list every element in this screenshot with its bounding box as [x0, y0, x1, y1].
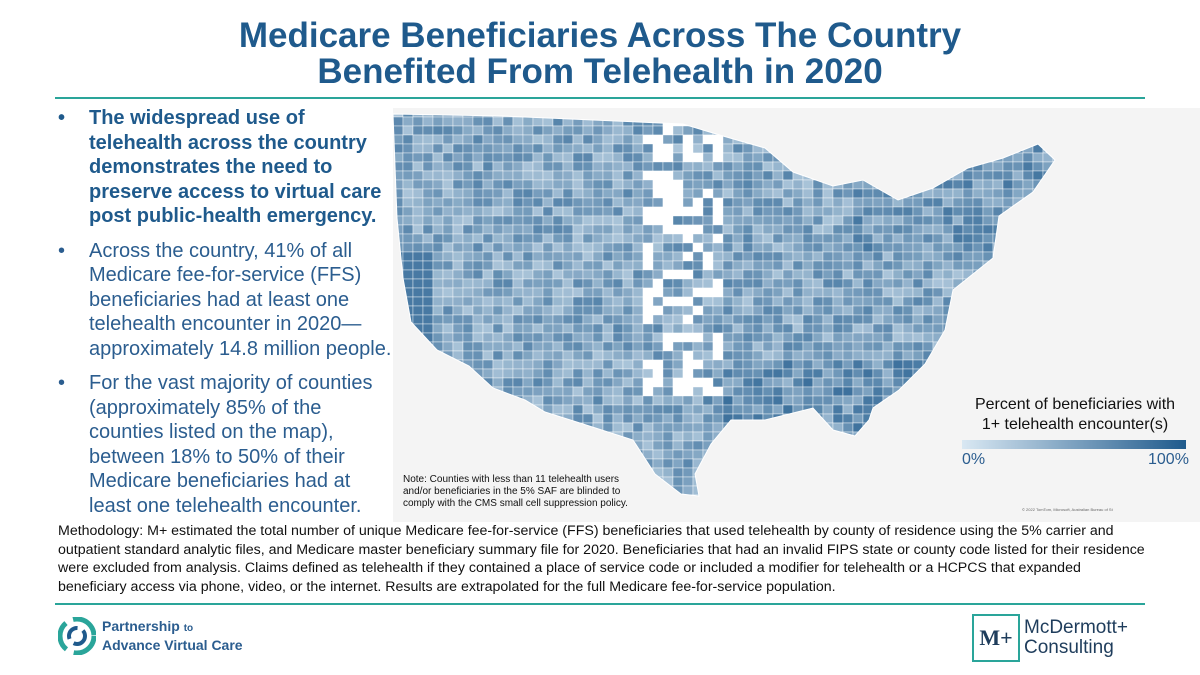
us-border: [393, 113, 1056, 497]
mcdermott-mark-icon: M+: [972, 614, 1020, 662]
bullet-marker: •: [58, 107, 66, 129]
bullet-marker: •: [58, 239, 66, 262]
map-copyright: © 2022 TomTom, Microsoft, Australian Bur…: [1022, 507, 1113, 512]
mcdermott-logo-block: M+ McDermott+ Consulting: [972, 614, 1128, 662]
legend-min-label: 0%: [962, 451, 986, 468]
page-title: Medicare Beneficiaries Across The Countr…: [0, 18, 1200, 90]
finding-bullet-3: • For the vast majority of counties (appr…: [58, 371, 393, 518]
pavc-logo-block: Partnership to Advance Virtual Care: [58, 617, 243, 655]
mcdermott-wordmark: McDermott+ Consulting: [1024, 618, 1128, 658]
pavc-line-1: Partnership: [102, 618, 180, 634]
top-divider: [55, 97, 1145, 99]
legend-title: Percent of beneficiaries with 1+ telehea…: [950, 395, 1200, 435]
bullet-text: For the vast majority of counties (appro…: [89, 372, 373, 517]
key-findings-list: • The widespread use of telehealth across…: [58, 106, 393, 528]
pavc-wordmark: Partnership to Advance Virtual Care: [102, 618, 243, 654]
finding-bullet-2: • Across the country, 41% of all Medicare…: [58, 239, 393, 362]
legend-title-line-2: 1+ telehealth encounter(s): [981, 416, 1169, 433]
mcdermott-line-1: McDermott+: [1024, 617, 1128, 638]
title-line-2: Benefited From Telehealth in 2020: [317, 52, 883, 91]
us-county-map[interactable]: [393, 108, 1200, 522]
methodology-text: Methodology: M+ estimated the total numb…: [58, 523, 1145, 595]
bottom-divider: [55, 603, 1145, 605]
legend-gradient-bar: [962, 440, 1186, 449]
title-line-1: Medicare Beneficiaries Across The Countr…: [238, 16, 962, 55]
bullet-text: The widespread use of telehealth across …: [89, 107, 382, 227]
mcdermott-mark-text: M+: [979, 625, 1013, 650]
bullet-text: Across the country, 41% of all Medicare …: [89, 239, 392, 360]
pavc-to: to: [183, 623, 194, 634]
map-note: Note: Counties with less than 11 telehea…: [403, 474, 628, 509]
pavc-swirl-icon: [58, 617, 96, 655]
county-choropleth: [393, 108, 1200, 522]
mcdermott-line-2: Consulting: [1024, 637, 1114, 658]
pavc-line-2: Advance Virtual Care: [102, 637, 243, 653]
bullet-marker: •: [58, 372, 66, 394]
legend-max-label: 100%: [1148, 451, 1189, 468]
finding-bullet-1: • The widespread use of telehealth across…: [58, 106, 393, 229]
legend-title-line-1: Percent of beneficiaries with: [974, 396, 1176, 413]
